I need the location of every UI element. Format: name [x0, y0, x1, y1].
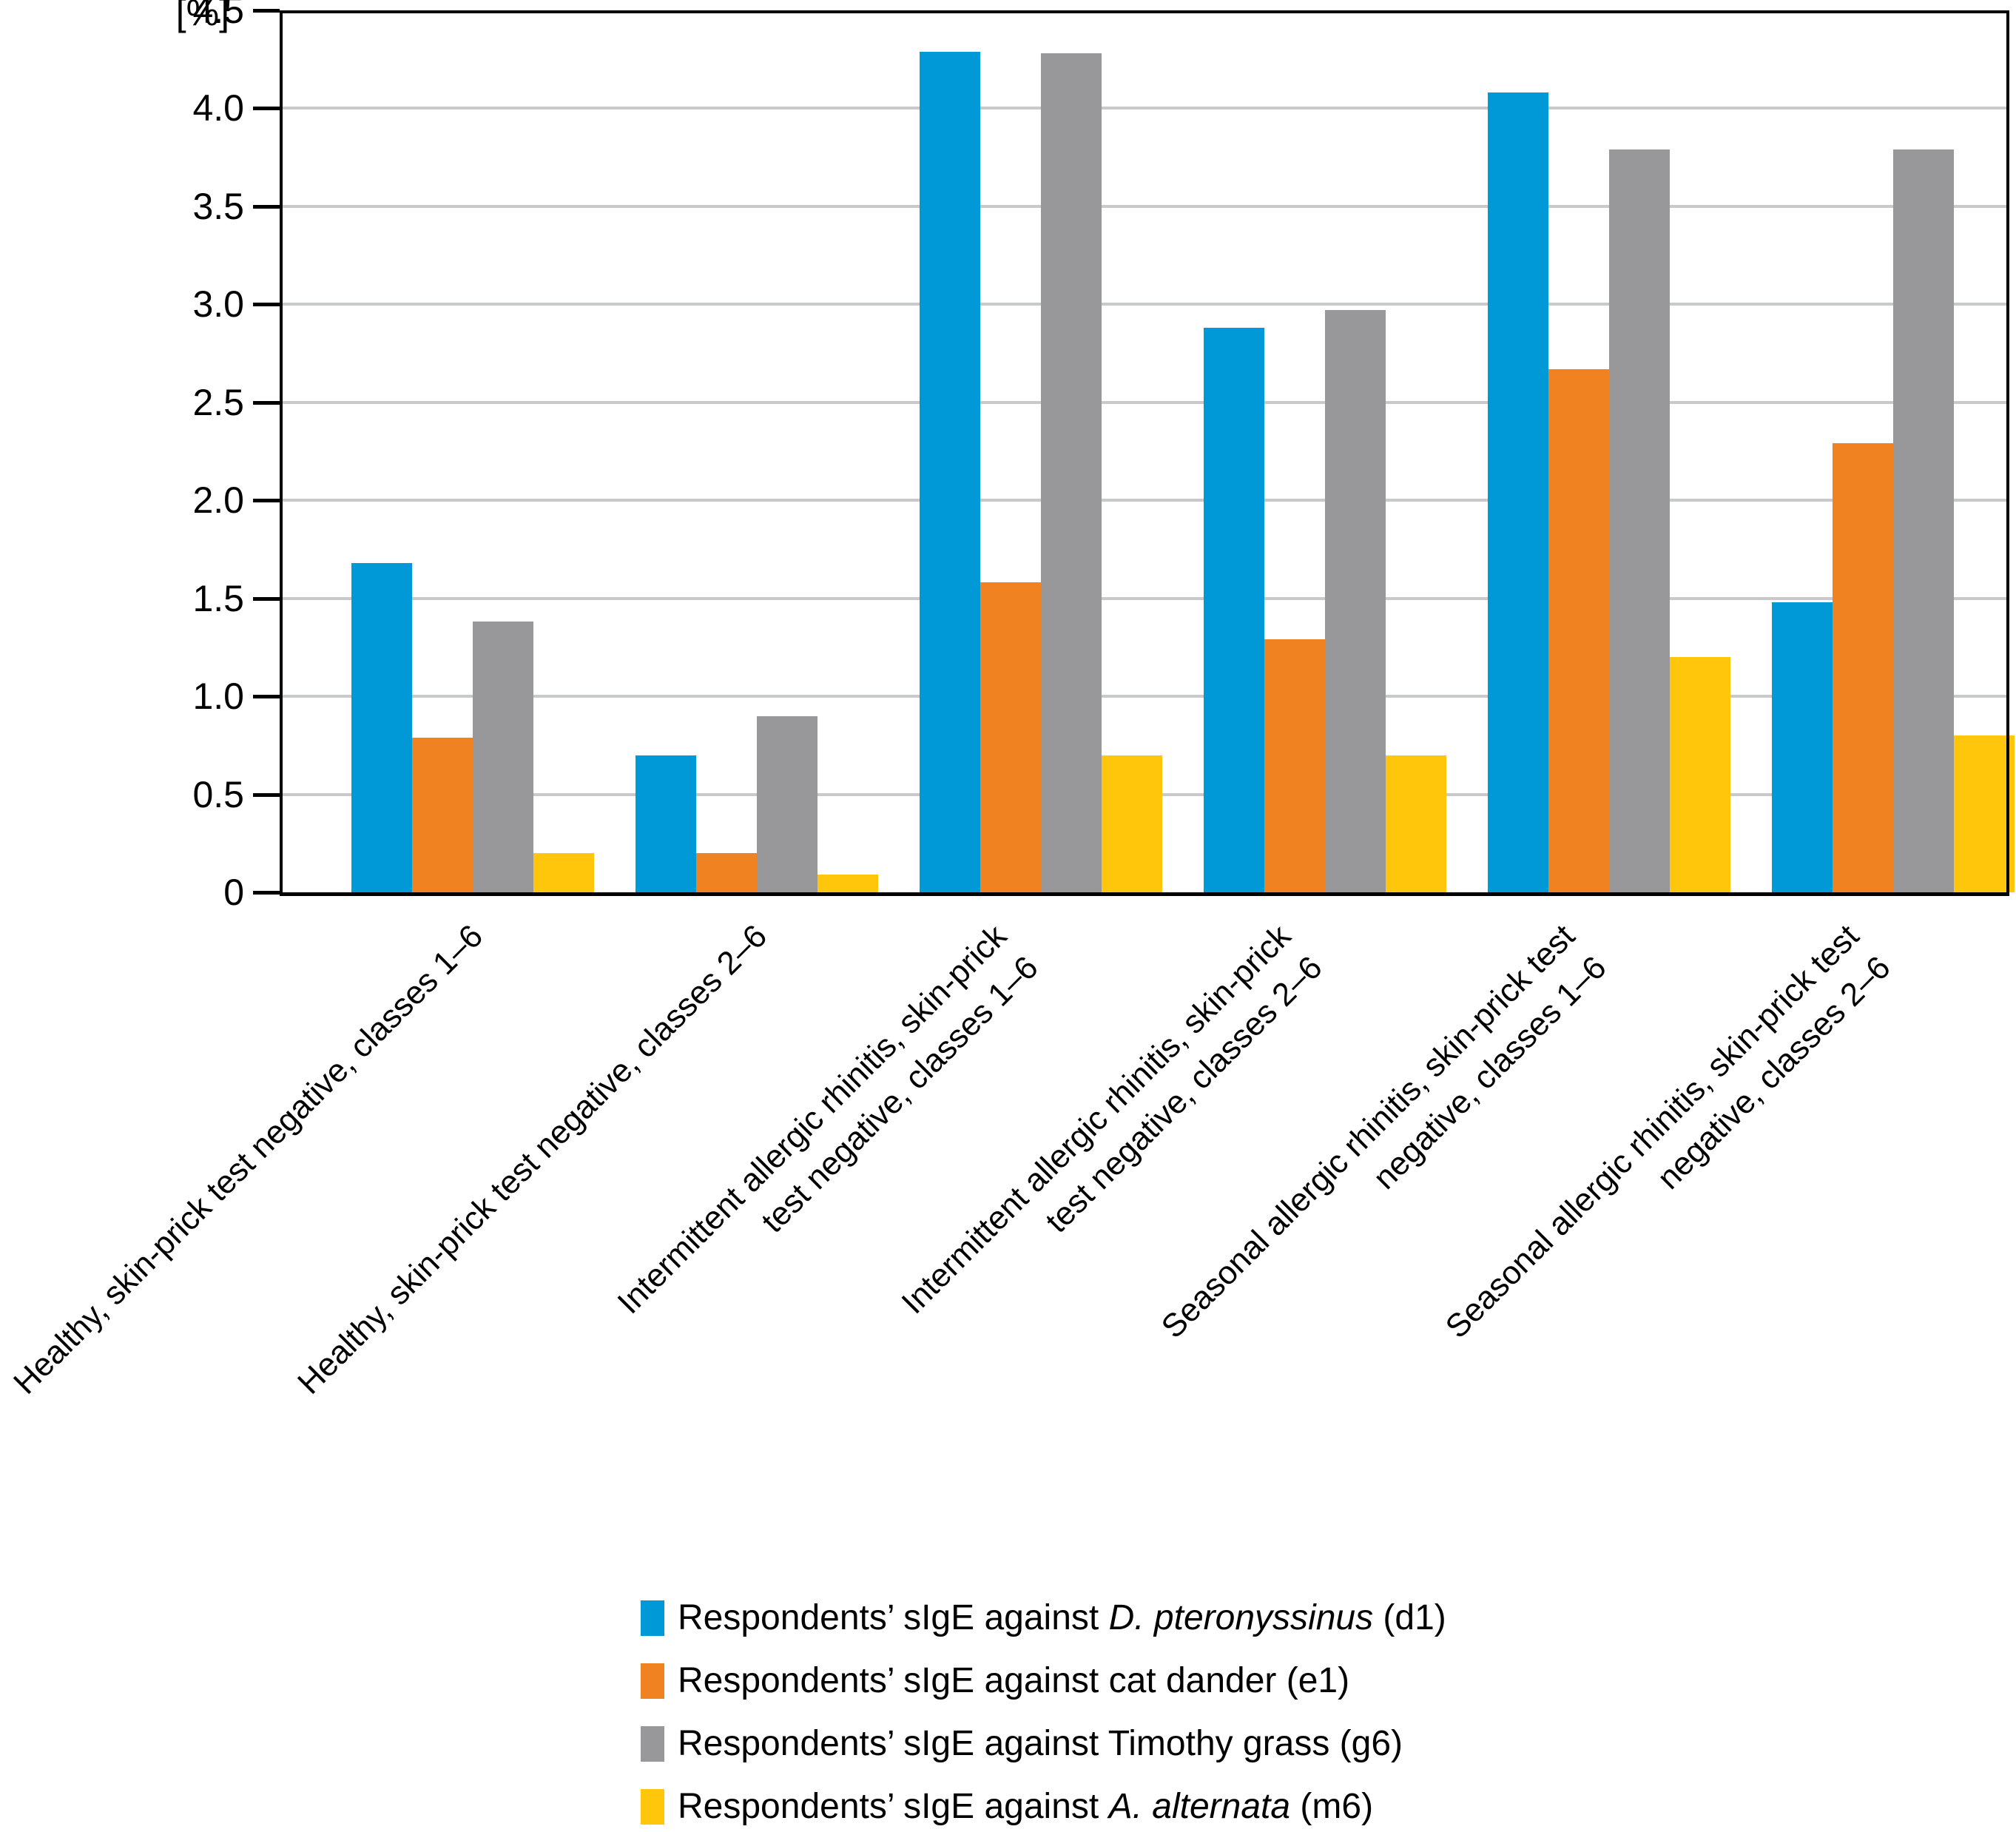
legend-label: Respondents’ sIgE against D. pteronyssin… [678, 1597, 1446, 1639]
y-tick-label: 2.0 [192, 479, 244, 522]
y-tick-mark [253, 891, 280, 895]
y-tick-label: 0 [223, 872, 244, 913]
legend-label: Respondents’ sIgE against Timothy grass … [678, 1723, 1403, 1765]
legend-item: Respondents’ sIgE against D. pteronyssin… [641, 1586, 1446, 1649]
bar [1609, 149, 1670, 892]
plot-top-border [280, 10, 2009, 13]
bar [1325, 310, 1386, 892]
bar [757, 716, 817, 892]
y-axis-line [280, 10, 283, 896]
bar [351, 563, 412, 892]
bar [980, 582, 1041, 892]
bar [1386, 755, 1446, 892]
bar [1041, 53, 1102, 892]
gridline [280, 204, 2006, 208]
legend-label-part: Respondents’ sIgE against [678, 1597, 1109, 1637]
y-axis-unit-label: [%] [175, 0, 229, 33]
bar [473, 622, 533, 892]
gridline [280, 107, 2006, 110]
legend-label-part: Respondents’ sIgE against cat dander (e1… [678, 1660, 1350, 1700]
y-tick-label: 3.5 [192, 185, 244, 227]
bar [1893, 149, 1954, 892]
legend-item: Respondents’ sIgE against A. alternata (… [641, 1775, 1446, 1832]
y-tick-label: 0.5 [192, 773, 244, 815]
bar [412, 738, 473, 892]
bar [636, 755, 696, 892]
chart-legend: Respondents’ sIgE against D. pteronyssin… [641, 1586, 1446, 1832]
y-tick-label: 4.0 [192, 87, 244, 129]
bar [1548, 369, 1609, 892]
legend-swatch [641, 1600, 664, 1636]
bar [1954, 735, 2015, 892]
legend-label-italic-part: D. pteronyssinus [1108, 1597, 1374, 1637]
y-tick-label: 3.0 [192, 283, 244, 326]
legend-swatch [641, 1663, 664, 1699]
legend-swatch [641, 1725, 664, 1762]
bar [1264, 639, 1325, 892]
gridline [280, 400, 2006, 404]
y-tick-mark [253, 596, 280, 601]
y-tick-mark [253, 400, 280, 405]
legend-label: Respondents’ sIgE against cat dander (e1… [678, 1660, 1349, 1702]
legend-label-part: Respondents’ sIgE against [678, 1786, 1109, 1826]
bar [1102, 755, 1162, 892]
legend-item: Respondents’ sIgE against cat dander (e1… [641, 1649, 1446, 1712]
legend-swatch [641, 1788, 664, 1825]
y-tick-mark [253, 107, 280, 111]
bar [1772, 602, 1833, 892]
gridline [280, 695, 2006, 698]
gridline [280, 499, 2006, 502]
y-tick-mark [253, 204, 280, 209]
y-tick-mark [253, 499, 280, 503]
bar [920, 52, 980, 892]
legend-label-part: Respondents’ sIgE against Timothy grass … [678, 1723, 1403, 1763]
legend-label-part: (d1) [1373, 1597, 1446, 1637]
bar [1670, 657, 1730, 892]
bar [1488, 92, 1548, 892]
bar [1204, 328, 1264, 892]
legend-label-part: (m6) [1290, 1786, 1374, 1826]
x-axis-line [280, 892, 2009, 896]
legend-item: Respondents’ sIgE against Timothy grass … [641, 1712, 1446, 1775]
y-tick-mark [253, 792, 280, 797]
y-tick-mark [253, 303, 280, 307]
y-tick-mark [253, 9, 280, 13]
bar [1833, 443, 1893, 892]
y-tick-label: 1.5 [192, 577, 244, 619]
y-tick-label: 2.5 [192, 381, 244, 423]
y-tick-mark [253, 695, 280, 699]
legend-label-italic-part: A. alternata [1108, 1786, 1291, 1826]
legend-label: Respondents’ sIgE against A. alternata (… [678, 1786, 1373, 1828]
bar [533, 853, 594, 892]
bar [817, 875, 878, 892]
y-tick-label: 4.5 [192, 0, 244, 31]
plot-area [280, 10, 2015, 892]
y-tick-label: 1.0 [192, 676, 244, 718]
bar [696, 853, 757, 892]
plot-right-border [2006, 10, 2009, 896]
gridline [280, 596, 2006, 600]
gridline [280, 303, 2006, 306]
